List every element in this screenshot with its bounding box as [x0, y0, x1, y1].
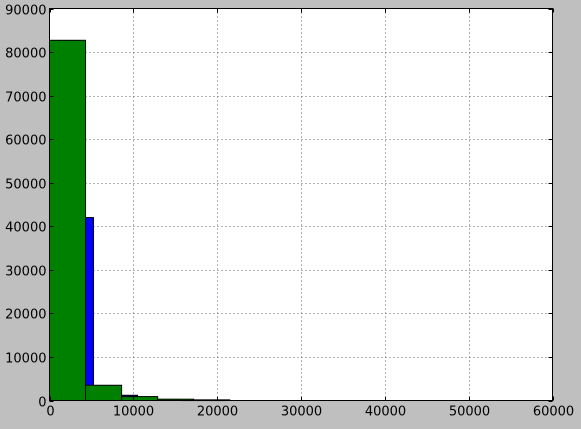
- axis-ticks: [49, 8, 554, 402]
- y-tick-label: 0: [38, 396, 46, 411]
- x-tick-label: 60000: [533, 405, 574, 420]
- x-tick-label: 10000: [113, 405, 154, 420]
- grid-lines: [49, 8, 553, 401]
- y-tick-label: 90000: [5, 4, 46, 19]
- x-tick-label: 50000: [449, 405, 490, 420]
- y-tick-label: 50000: [5, 178, 46, 193]
- histogram-bar-series-2: [121, 396, 159, 401]
- y-tick-label: 30000: [5, 265, 46, 280]
- x-tick-label: 0: [46, 405, 54, 420]
- histogram-bar-series-2: [49, 39, 87, 401]
- x-tick-label: 40000: [365, 405, 406, 420]
- y-tick-label: 20000: [5, 308, 46, 323]
- y-tick-label: 80000: [5, 47, 46, 62]
- y-tick-label: 70000: [5, 91, 46, 106]
- y-tick-label: 60000: [5, 134, 46, 149]
- x-tick-label: 20000: [197, 405, 238, 420]
- y-tick-label: 40000: [5, 221, 46, 236]
- tick-labels: 0 10000 20000 30000 40000 50000 60000 0 10000 200…: [5, 4, 574, 420]
- y-tick-label: 10000: [5, 352, 46, 367]
- histogram-bar-series-2: [85, 384, 123, 401]
- x-tick-label: 30000: [281, 405, 322, 420]
